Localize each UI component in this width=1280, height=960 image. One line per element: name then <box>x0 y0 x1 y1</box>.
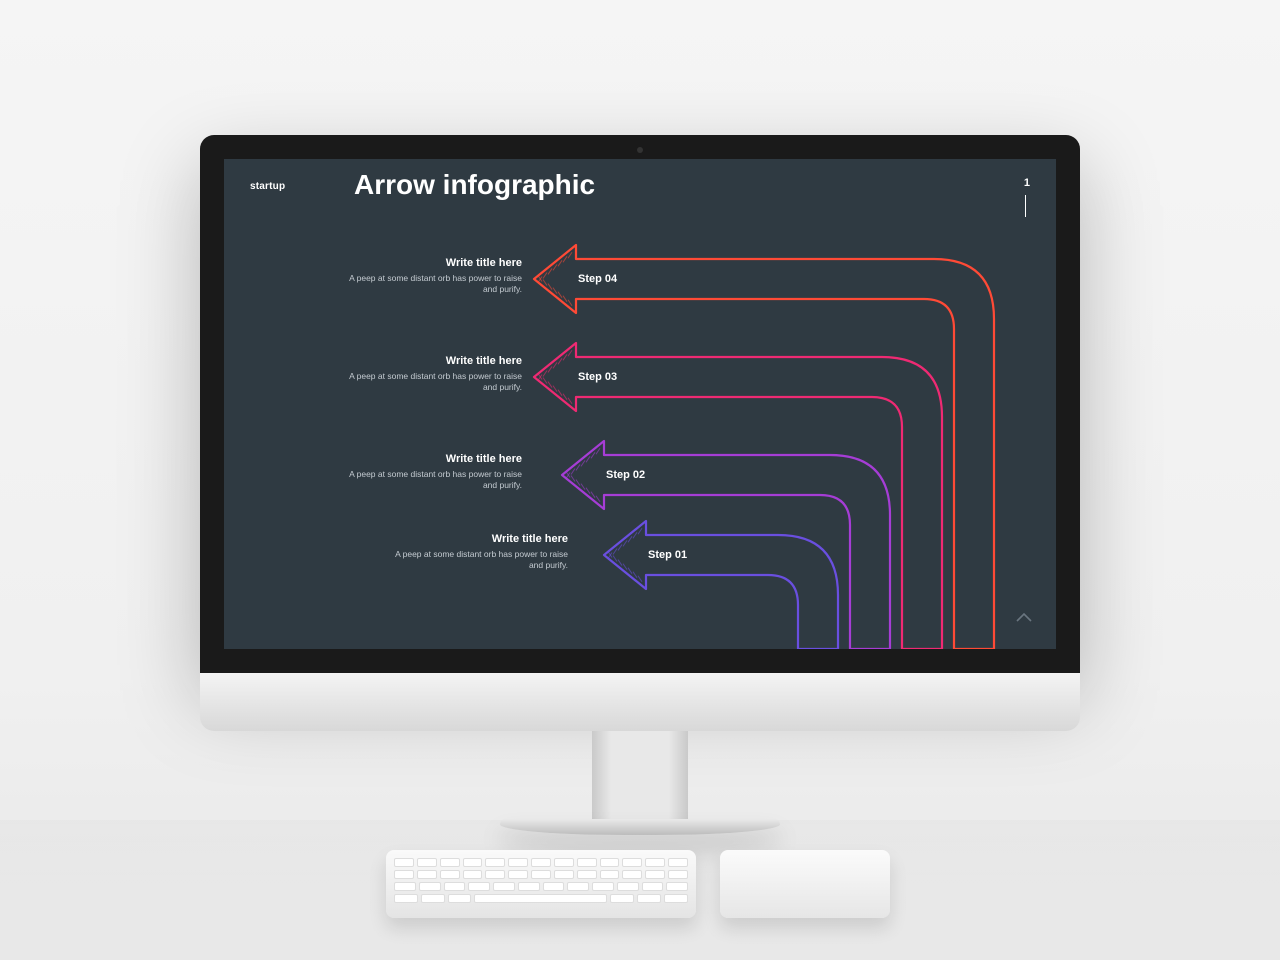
camera-dot <box>637 147 643 153</box>
step-description: A peep at some distant orb has power to … <box>342 469 522 492</box>
imac-monitor: startup Arrow infographic 1 Step 04Write… <box>200 135 1080 835</box>
step-title: Write title here <box>342 257 522 269</box>
chevron-up-icon <box>1016 609 1032 625</box>
arrow-hatch <box>608 528 642 582</box>
step-text-block: Write title here A peep at some distant o… <box>342 453 522 492</box>
keyboard <box>386 850 696 918</box>
arrow-hatch <box>566 448 600 502</box>
step-text-block: Write title here A peep at some distant o… <box>342 257 522 296</box>
arrow-hatch <box>538 252 572 306</box>
step-description: A peep at some distant orb has power to … <box>342 273 522 296</box>
step-description: A peep at some distant orb has power to … <box>388 549 568 572</box>
step-label: Step 01 <box>648 549 687 561</box>
monitor-stand-neck <box>592 731 688 823</box>
step-title: Write title here <box>342 355 522 367</box>
step-title: Write title here <box>388 533 568 545</box>
monitor-chin <box>200 673 1080 731</box>
arrow-step <box>604 521 838 649</box>
step-text-block: Write title here A peep at some distant o… <box>342 355 522 394</box>
monitor-stand-base <box>500 819 780 835</box>
arrow-hatch <box>538 350 572 404</box>
step-text-block: Write title here A peep at some distant o… <box>388 533 568 572</box>
step-label: Step 04 <box>578 273 617 285</box>
step-label: Step 02 <box>606 469 645 481</box>
trackpad <box>720 850 890 918</box>
monitor-bezel: startup Arrow infographic 1 Step 04Write… <box>200 135 1080 673</box>
step-label: Step 03 <box>578 371 617 383</box>
arrows-diagram <box>224 159 1056 649</box>
step-description: A peep at some distant orb has power to … <box>342 371 522 394</box>
slide-screen: startup Arrow infographic 1 Step 04Write… <box>224 159 1056 649</box>
step-title: Write title here <box>342 453 522 465</box>
